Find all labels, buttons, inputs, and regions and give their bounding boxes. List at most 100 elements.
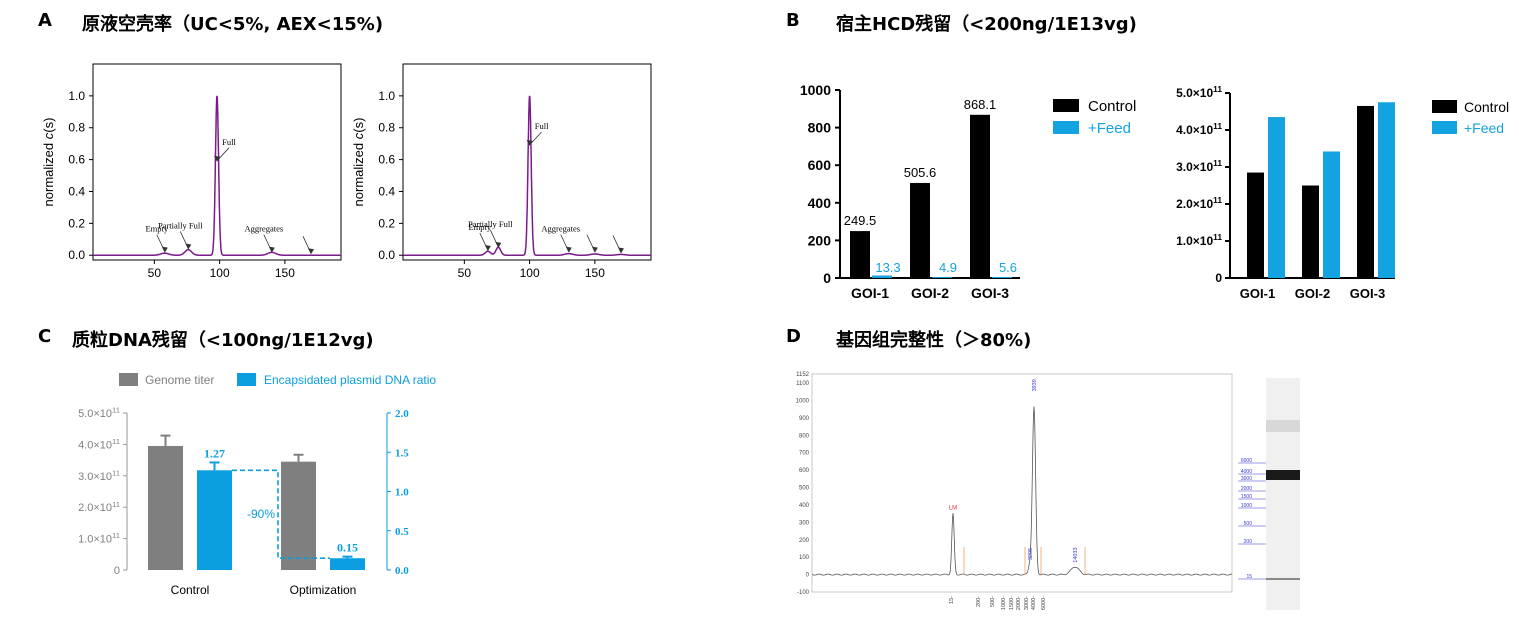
x-tick-label: GOI-1 (1240, 286, 1275, 301)
y-tick-label: 1.0 (378, 89, 395, 103)
y-tick-label: 4.0×1011 (78, 437, 120, 451)
annotation-arrowhead (495, 241, 502, 248)
x-tick-label: 2000- (1016, 596, 1022, 610)
panel-d-title: 基因组完整性（＞80%) (836, 330, 1032, 351)
x-tick-label: Control (171, 583, 210, 597)
ladder-label: 1500 (1241, 494, 1252, 500)
y-tick-label: 400 (808, 195, 832, 211)
bar-genome-titer (281, 461, 316, 570)
peak-label: 3939 (1032, 379, 1038, 391)
x-tick-label: GOI-3 (1350, 286, 1385, 301)
plot-frame (402, 63, 652, 261)
uc-trace-line (403, 95, 651, 256)
gel-marker-band (1266, 578, 1300, 580)
bar-genome-titer (148, 445, 183, 570)
gel-main-band (1266, 470, 1300, 480)
x-tick-label: 100 (210, 266, 230, 280)
y2-tick-label: 0.5 (395, 526, 409, 538)
y-tick-label: 500 (799, 486, 810, 492)
annotation-label: Partially Full (468, 219, 513, 229)
y-tick-label: 0 (806, 573, 810, 579)
y-tick-label: 3.0×1011 (78, 468, 120, 482)
y-tick-label: 0.4 (378, 184, 395, 198)
y-tick-label: 0.0 (378, 248, 395, 262)
legend-label: +Feed (1464, 120, 1504, 136)
x-tick-label: 1500- (1009, 596, 1015, 610)
ladder-label: 200 (1244, 539, 1253, 545)
y-tick-label: 1.0 (68, 89, 85, 103)
bar-feed (992, 276, 1012, 278)
y-tick-label: 700 (799, 451, 810, 457)
bar-feed (872, 275, 892, 278)
annotation-arrowhead (307, 248, 314, 255)
data-label: 5.6 (999, 260, 1017, 275)
y-tick-label: 1000 (800, 82, 831, 98)
ladder-label: 4000 (1241, 469, 1252, 475)
legend-swatch (1053, 121, 1079, 134)
annotation-label: Full (222, 137, 236, 147)
peak-label: 3205 (1028, 548, 1034, 560)
y-tick-label: 600 (799, 468, 810, 474)
x-tick-label: 15- (949, 596, 955, 604)
y-tick-label: 0.8 (378, 121, 395, 135)
bar-control (850, 231, 870, 278)
annotation-arrow (529, 131, 542, 146)
data-label: 868.1 (964, 97, 997, 112)
x-tick-label: 6000- (1041, 596, 1047, 610)
y2-tick-label: 0.0 (395, 565, 409, 577)
annotation-arrowhead (214, 155, 220, 162)
y-tick-label: 4.0×1011 (1176, 121, 1222, 137)
y-tick-label: 200 (808, 232, 832, 248)
y-tick-label: 800 (799, 433, 810, 439)
y-tick-label: 3.0×1011 (1176, 158, 1222, 174)
legend-swatch (119, 373, 138, 386)
y-tick-label: 1152 (796, 372, 810, 378)
panel-c-title: 质粒DNA残留（<100ng/1E12vg) (72, 330, 374, 351)
panel-c-label: C (38, 326, 52, 347)
peak-label: LM (949, 506, 957, 512)
annotation-arrow (216, 147, 230, 162)
y-tick-label: 200 (799, 538, 810, 544)
x-tick-label: 100 (520, 266, 540, 280)
data-label: 13.3 (875, 260, 900, 275)
panel-b-label: B (786, 10, 800, 31)
x-tick-label: GOI-2 (911, 285, 949, 301)
y-tick-label: 0.0 (68, 248, 85, 262)
y-tick-label: 2.0×1011 (1176, 195, 1222, 211)
y-tick-label: 1100 (796, 381, 810, 387)
y-tick-label: 0 (114, 565, 120, 577)
y-tick-label: 800 (808, 120, 832, 136)
gel-smear-band (1266, 420, 1300, 432)
annotation-arrowhead (484, 245, 491, 252)
y-axis-label: normalized c(s) (351, 118, 366, 207)
x-tick-label: 500- (990, 596, 996, 607)
panel-b-title: 宿主HCD残留（<200ng/1E13vg) (836, 14, 1137, 35)
legend-label: Control (1464, 99, 1509, 115)
panel-d-label: D (786, 326, 801, 347)
y-tick-label: 100 (799, 555, 810, 561)
y-tick-label: 0.6 (68, 153, 85, 167)
annotation-arrowhead (617, 247, 624, 254)
data-label: 0.15 (337, 541, 358, 555)
x-tick-label: GOI-2 (1295, 286, 1330, 301)
annotation-label: Aggregates (244, 224, 283, 234)
x-tick-label: 50 (148, 266, 162, 280)
ladder-label: 2000 (1241, 486, 1252, 492)
bar-feed (1378, 102, 1395, 278)
bar-feed (932, 277, 952, 278)
y-tick-label: 1000 (796, 398, 810, 404)
bar-plasmid-ratio (330, 558, 365, 570)
bar-plasmid-ratio (197, 470, 232, 570)
y-tick-label: 600 (808, 157, 832, 173)
bar-control (970, 114, 990, 278)
legend-swatch (1053, 99, 1079, 112)
peak-label: 14033 (1073, 547, 1079, 562)
y-tick-label: 0 (823, 270, 831, 286)
y-axis-label: normalized c(s) (41, 118, 56, 207)
legend-label: Control (1088, 98, 1136, 115)
